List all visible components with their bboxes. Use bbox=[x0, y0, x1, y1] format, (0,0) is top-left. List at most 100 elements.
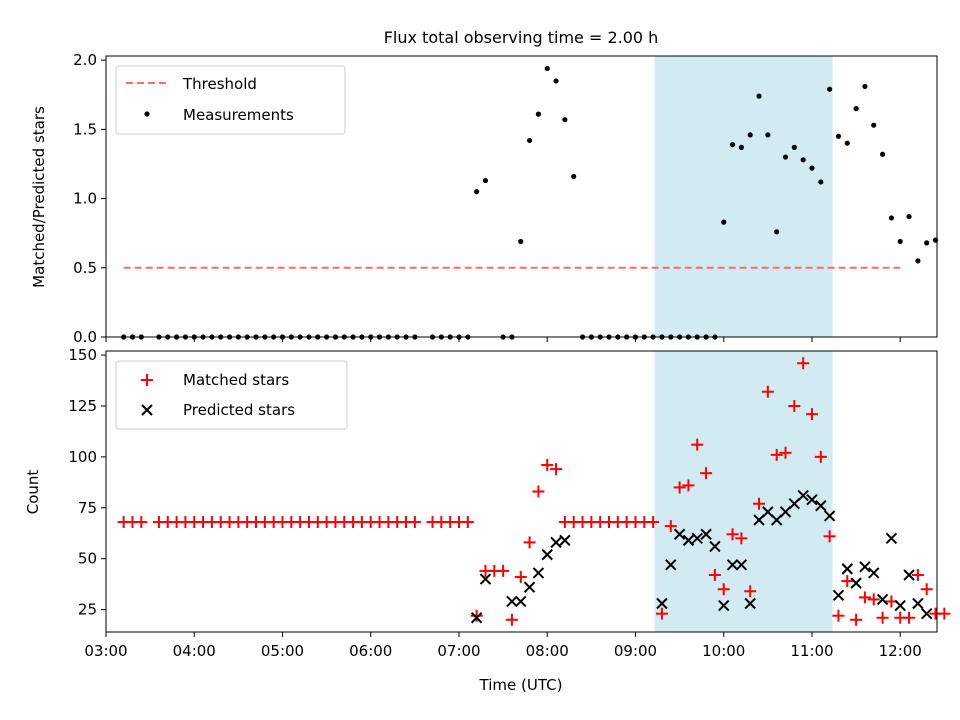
y-tick-label: 25 bbox=[78, 601, 97, 619]
top-highlight-span bbox=[654, 56, 833, 337]
predicted-point bbox=[770, 514, 783, 526]
matched-point bbox=[841, 575, 854, 588]
predicted-point bbox=[903, 569, 915, 581]
bottom-y-ticks: 25 50 75 100 125 150 bbox=[68, 346, 106, 619]
matched-point bbox=[541, 459, 554, 472]
y-tick-label: 50 bbox=[78, 550, 97, 568]
matched-point bbox=[408, 516, 421, 529]
legend-matched-swatch bbox=[141, 374, 153, 386]
measurement-point bbox=[518, 238, 524, 245]
y-tick-label: 75 bbox=[78, 499, 97, 517]
predicted-points bbox=[470, 489, 933, 624]
predicted-point bbox=[656, 597, 668, 610]
y-tick-label: 0.0 bbox=[73, 328, 97, 346]
chart-title: Flux total observing time = 2.00 h bbox=[384, 28, 659, 47]
measurement-point bbox=[535, 111, 542, 117]
matched-point bbox=[832, 609, 845, 622]
x-tick-label: 06:00 bbox=[349, 642, 392, 660]
measurement-point bbox=[738, 144, 744, 150]
predicted-point bbox=[479, 573, 492, 585]
predicted-point bbox=[841, 563, 853, 575]
predicted-point bbox=[682, 534, 695, 547]
top-axes-frame bbox=[105, 55, 938, 338]
measurement-point bbox=[721, 219, 727, 225]
top-y-ticks: 0.0 0.5 1.0 1.5 2.0 bbox=[73, 51, 106, 346]
measurement-point bbox=[818, 179, 824, 185]
measurement-point bbox=[474, 189, 480, 195]
measurement-point bbox=[482, 177, 489, 184]
predicted-point bbox=[532, 567, 545, 579]
predicted-point bbox=[550, 536, 562, 549]
matched-point bbox=[858, 591, 871, 604]
measurement-point bbox=[835, 133, 842, 139]
x-tick-label: 08:00 bbox=[526, 642, 569, 660]
measurement-point bbox=[906, 213, 912, 220]
matched-point bbox=[850, 613, 863, 626]
x-tick-label: 07:00 bbox=[437, 642, 480, 660]
measurement-point bbox=[747, 132, 753, 138]
matched-point bbox=[779, 446, 792, 459]
matched-point bbox=[717, 583, 730, 596]
bottom-highlight-span bbox=[654, 351, 833, 632]
predicted-point bbox=[850, 577, 862, 589]
legend-matched-label: Matched stars bbox=[183, 371, 289, 389]
top-legend: Threshold Measurements bbox=[115, 65, 346, 135]
matched-point bbox=[497, 564, 510, 577]
measurement-point bbox=[879, 151, 886, 157]
measurement-point bbox=[782, 154, 789, 160]
y-tick-label: 2.0 bbox=[73, 51, 97, 69]
legend-predicted-swatch bbox=[141, 404, 153, 416]
matched-point bbox=[655, 607, 668, 620]
matched-points bbox=[117, 357, 951, 626]
matched-point bbox=[726, 528, 739, 541]
measurement-point bbox=[791, 144, 797, 150]
predicted-point bbox=[691, 532, 703, 545]
predicted-point bbox=[815, 500, 827, 512]
matched-point bbox=[135, 516, 148, 529]
matched-point bbox=[911, 568, 924, 581]
measurement-point bbox=[526, 137, 533, 144]
matched-point bbox=[700, 467, 713, 480]
predicted-point bbox=[920, 607, 933, 620]
predicted-point bbox=[700, 528, 712, 540]
measurement-point bbox=[756, 93, 762, 99]
x-tick-label: 03:00 bbox=[84, 642, 127, 660]
bottom-panel: 25 50 75 100 125 150 03:00 04:00 05:00 06:00 07:0… bbox=[24, 346, 951, 694]
x-tick-label: 09:00 bbox=[614, 642, 657, 660]
predicted-point bbox=[788, 498, 801, 510]
legend-threshold-label: Threshold bbox=[182, 75, 257, 93]
measurement-points bbox=[121, 65, 939, 340]
predicted-point bbox=[744, 597, 756, 610]
measurement-point bbox=[897, 238, 903, 245]
measurement-point bbox=[844, 140, 850, 146]
matched-point bbox=[876, 611, 889, 624]
predicted-point bbox=[823, 510, 836, 522]
y-tick-label: 150 bbox=[68, 346, 97, 364]
measurement-point bbox=[871, 122, 877, 128]
predicted-point bbox=[779, 506, 792, 518]
y-tick-label: 125 bbox=[68, 397, 97, 415]
predicted-point bbox=[726, 559, 739, 571]
measurement-point bbox=[729, 141, 736, 148]
x-tick-label: 11:00 bbox=[790, 642, 833, 660]
predicted-point bbox=[912, 597, 924, 610]
predicted-point bbox=[885, 532, 898, 545]
matched-point bbox=[647, 516, 660, 529]
matched-point bbox=[867, 593, 880, 606]
bottom-axes-frame bbox=[105, 350, 938, 633]
x-tick-label: 05:00 bbox=[261, 642, 304, 660]
matched-point bbox=[744, 585, 757, 598]
predicted-point bbox=[506, 595, 518, 608]
predicted-point bbox=[718, 599, 730, 612]
legend-measurement-label: Measurements bbox=[183, 106, 294, 124]
predicted-point bbox=[753, 514, 765, 526]
legend-measurement-swatch bbox=[144, 111, 150, 117]
matched-point bbox=[682, 479, 695, 492]
matched-point bbox=[735, 532, 748, 545]
measurement-point bbox=[553, 78, 559, 84]
measurement-point bbox=[809, 165, 815, 171]
top-legend-box bbox=[115, 65, 346, 135]
legend-predicted-label: Predicted stars bbox=[183, 401, 295, 419]
predicted-point bbox=[762, 506, 774, 518]
